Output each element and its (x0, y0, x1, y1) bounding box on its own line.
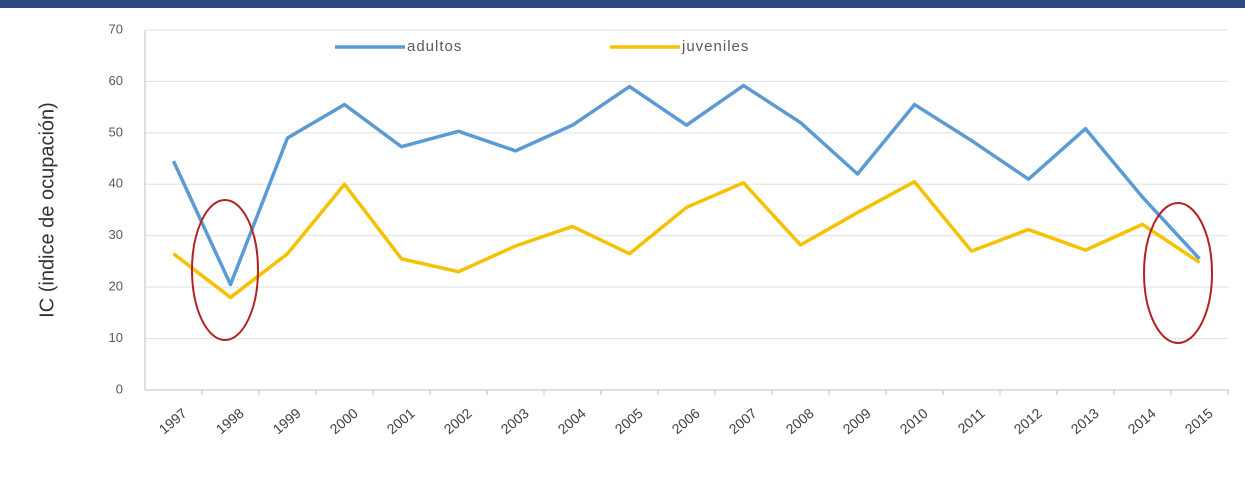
top-bar (0, 0, 1245, 8)
x-tick-label: 2014 (1125, 405, 1159, 437)
x-tick-label: 1997 (156, 405, 190, 437)
x-tick-label: 2005 (612, 405, 646, 437)
x-tick-label: 1999 (270, 405, 304, 437)
highlight-ellipse (191, 199, 259, 341)
x-tick-label: 2009 (840, 405, 874, 437)
highlight-ellipse (1143, 202, 1213, 344)
line-series (171, 83, 1201, 287)
plot: 0 10 20 30 40 50 60 70 1997 1998 1999 2000 2001 2002 2… (109, 21, 1229, 437)
x-tick-label: 2007 (726, 405, 760, 437)
line-series (172, 179, 1201, 300)
legend-label: juveniles (681, 38, 749, 55)
y-tick-label: 10 (109, 330, 123, 345)
y-axis-title: IC (indice de ocupación) (36, 102, 58, 318)
x-tick-label: 1998 (213, 405, 247, 437)
x-tick-label: 2002 (441, 405, 475, 437)
x-tick-label: 2012 (1011, 405, 1045, 437)
x-tick-label: 2013 (1068, 405, 1102, 437)
x-tick-label: 2000 (327, 405, 361, 437)
y-tick-label: 0 (116, 381, 123, 396)
x-tick-label: 2001 (384, 405, 418, 437)
y-tick-label: 30 (109, 227, 123, 242)
y-tick-label: 50 (109, 124, 123, 139)
y-tick-label: 40 (109, 176, 123, 191)
x-tick-label: 2011 (954, 405, 988, 437)
y-tick-label: 70 (109, 21, 123, 36)
x-tick-label: 2004 (555, 405, 589, 437)
x-tick-label: 2008 (783, 405, 817, 437)
x-tick-label: 2003 (498, 405, 532, 437)
legend-label: adultos (407, 38, 462, 55)
x-tick-label: 2010 (897, 405, 931, 437)
y-tick-label: 60 (109, 73, 123, 88)
x-tick-label: 2006 (669, 405, 703, 437)
y-tick-label: 20 (109, 279, 123, 294)
x-tick-label: 2015 (1182, 405, 1216, 437)
